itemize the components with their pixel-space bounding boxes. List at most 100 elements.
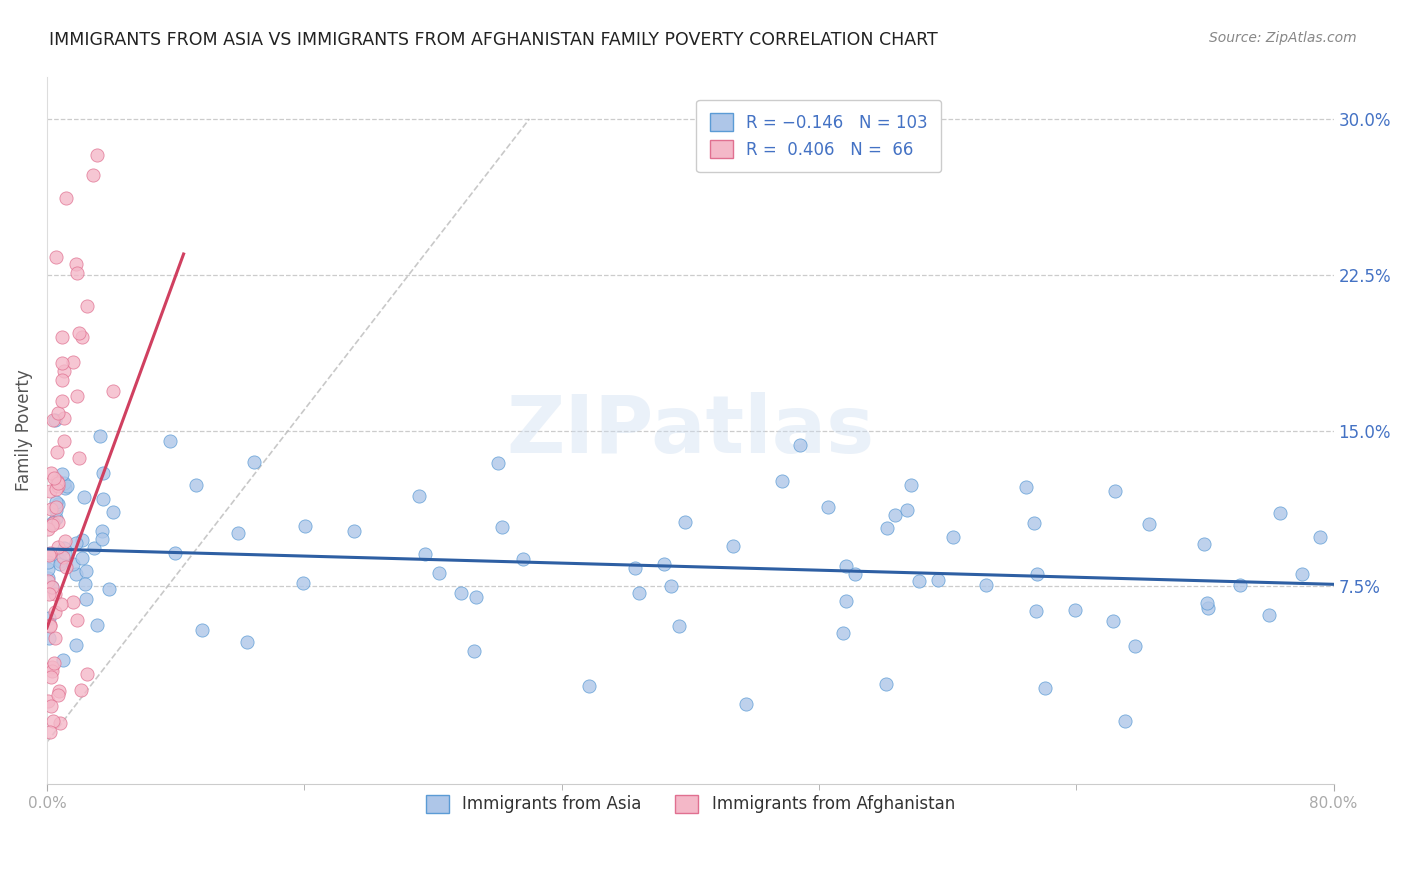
Point xyxy=(817,500,839,515)
Point xyxy=(70,533,93,548)
Point xyxy=(65,257,87,271)
Point xyxy=(39,466,62,480)
Point xyxy=(668,619,690,633)
Point xyxy=(44,413,66,427)
Point xyxy=(46,498,69,512)
Point xyxy=(1033,681,1056,695)
Point xyxy=(52,541,75,555)
Point xyxy=(45,475,67,489)
Point xyxy=(51,373,73,387)
Point xyxy=(39,698,62,713)
Point xyxy=(76,299,98,313)
Point xyxy=(661,579,683,593)
Point xyxy=(39,619,62,633)
Point xyxy=(41,714,63,728)
Point xyxy=(875,677,897,691)
Point xyxy=(51,394,73,409)
Point xyxy=(44,605,66,619)
Text: IMMIGRANTS FROM ASIA VS IMMIGRANTS FROM AFGHANISTAN FAMILY POVERTY CORRELATION C: IMMIGRANTS FROM ASIA VS IMMIGRANTS FROM … xyxy=(49,31,938,49)
Point xyxy=(37,555,59,569)
Point xyxy=(49,558,72,572)
Point xyxy=(41,659,63,673)
Point xyxy=(1268,506,1291,520)
Point xyxy=(73,490,96,504)
Point xyxy=(48,540,70,554)
Point xyxy=(39,617,62,632)
Point xyxy=(884,508,907,522)
Point xyxy=(1123,639,1146,653)
Point xyxy=(45,503,67,517)
Point xyxy=(1025,604,1047,618)
Point xyxy=(37,571,59,585)
Point xyxy=(628,586,651,600)
Point xyxy=(76,666,98,681)
Point xyxy=(42,516,65,531)
Point xyxy=(91,467,114,481)
Point xyxy=(835,594,858,608)
Point xyxy=(56,478,79,492)
Point xyxy=(1024,516,1046,530)
Point xyxy=(427,566,450,580)
Point xyxy=(37,562,59,576)
Point xyxy=(408,489,430,503)
Point xyxy=(52,550,75,565)
Point xyxy=(1309,530,1331,544)
Point xyxy=(45,483,67,497)
Point xyxy=(450,586,472,600)
Point xyxy=(82,168,104,182)
Point xyxy=(83,541,105,555)
Point xyxy=(876,521,898,535)
Point xyxy=(90,532,112,546)
Point xyxy=(51,330,73,344)
Point xyxy=(463,644,485,658)
Point xyxy=(51,653,73,667)
Point xyxy=(226,526,249,541)
Point xyxy=(51,355,73,369)
Point xyxy=(832,625,855,640)
Point xyxy=(65,638,87,652)
Point xyxy=(343,524,366,539)
Point xyxy=(38,587,60,601)
Point xyxy=(91,524,114,538)
Point xyxy=(942,530,965,544)
Point xyxy=(46,406,69,420)
Point xyxy=(41,502,63,516)
Point xyxy=(46,688,69,702)
Point xyxy=(770,475,793,489)
Point xyxy=(62,355,84,369)
Point xyxy=(41,664,63,678)
Point xyxy=(45,445,67,459)
Point xyxy=(65,536,87,550)
Point xyxy=(413,547,436,561)
Point xyxy=(1025,566,1047,581)
Point xyxy=(37,522,59,536)
Point xyxy=(165,546,187,560)
Point xyxy=(41,516,63,530)
Point xyxy=(41,580,63,594)
Point xyxy=(236,635,259,649)
Point xyxy=(491,520,513,534)
Point xyxy=(190,623,212,637)
Point xyxy=(42,413,65,427)
Point xyxy=(98,582,121,597)
Point xyxy=(974,578,997,592)
Point xyxy=(44,587,66,601)
Point xyxy=(67,326,90,340)
Point xyxy=(1291,566,1313,581)
Point xyxy=(900,477,922,491)
Point xyxy=(1063,603,1085,617)
Point xyxy=(1197,596,1219,610)
Point xyxy=(578,679,600,693)
Point xyxy=(101,505,124,519)
Point xyxy=(39,483,62,498)
Point xyxy=(41,518,63,533)
Point xyxy=(1192,537,1215,551)
Point xyxy=(65,266,87,280)
Point xyxy=(66,613,89,627)
Point xyxy=(292,575,315,590)
Point xyxy=(42,656,65,670)
Point xyxy=(49,554,72,568)
Point xyxy=(908,574,931,588)
Point xyxy=(896,503,918,517)
Point xyxy=(624,561,647,575)
